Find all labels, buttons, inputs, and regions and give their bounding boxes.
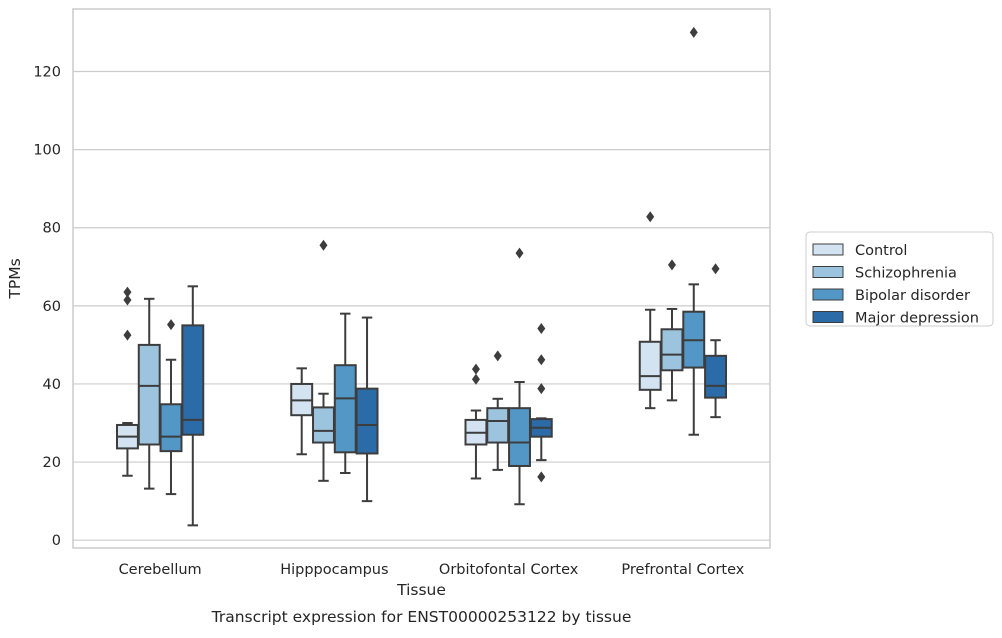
box-major-depression-0 bbox=[181, 285, 205, 527]
y-tick-label-60: 60 bbox=[43, 299, 61, 315]
outlier-point bbox=[537, 383, 546, 395]
outlier-point bbox=[689, 26, 698, 38]
box-major-depression-1 bbox=[355, 316, 379, 503]
outlier-point bbox=[167, 319, 176, 331]
box-iqr bbox=[312, 406, 335, 444]
series-major-depression bbox=[181, 263, 728, 527]
box-bipolar-disorder-0 bbox=[159, 319, 183, 496]
outlier-point bbox=[471, 363, 480, 375]
x-tick-label-cerebellum: Cerebellum bbox=[119, 562, 202, 578]
box-series bbox=[115, 26, 728, 527]
legend-label: Control bbox=[855, 243, 907, 259]
box-schizophrenia-0 bbox=[137, 297, 161, 490]
legend-item-schizophrenia: Schizophrenia bbox=[812, 266, 957, 282]
y-tick-label-120: 120 bbox=[33, 64, 61, 80]
box-schizophrenia-2 bbox=[486, 350, 510, 471]
legend-swatch bbox=[812, 243, 844, 256]
series-bipolar-disorder bbox=[159, 26, 706, 506]
legend-label: Major depression bbox=[855, 311, 979, 327]
outlier-point bbox=[493, 350, 502, 362]
outlier-point bbox=[646, 211, 655, 223]
legend: Control Schizophrenia Bipolar disorder Majo… bbox=[805, 231, 994, 327]
box-control-3 bbox=[638, 211, 662, 410]
box-iqr bbox=[137, 343, 161, 446]
legend-item-bipolar-disorder: Bipolar disorder bbox=[812, 288, 970, 304]
box-schizophrenia-1 bbox=[312, 239, 335, 482]
box-iqr bbox=[486, 407, 510, 444]
grid-lines bbox=[73, 70, 770, 541]
box-bipolar-disorder-1 bbox=[333, 312, 357, 475]
y-tick-label-20: 20 bbox=[43, 455, 61, 471]
legend-swatch bbox=[812, 266, 844, 278]
box-iqr bbox=[355, 387, 379, 455]
legend-label: Bipolar disorder bbox=[855, 288, 970, 304]
outlier-point bbox=[123, 294, 132, 306]
x-tick-label-prefrontal-cortex: Prefrontal Cortex bbox=[621, 562, 744, 578]
outlier-point bbox=[537, 471, 546, 483]
outlier-point bbox=[537, 322, 546, 334]
series-schizophrenia bbox=[137, 239, 684, 490]
box-iqr bbox=[159, 403, 183, 453]
y-axis-label: TPMs bbox=[6, 258, 24, 299]
outlier-point bbox=[667, 259, 676, 271]
legend-item-control: Control bbox=[812, 243, 907, 259]
box-bipolar-disorder-3 bbox=[682, 26, 706, 436]
series-control bbox=[115, 211, 662, 480]
box-control-0 bbox=[115, 286, 139, 477]
outlier-point bbox=[515, 247, 524, 259]
plot-area-frame bbox=[72, 8, 771, 549]
box-iqr bbox=[181, 324, 205, 436]
legend-item-major-depression: Major depression bbox=[812, 311, 979, 327]
box-iqr bbox=[660, 328, 684, 372]
y-tick-label-100: 100 bbox=[33, 143, 61, 159]
outlier-point bbox=[471, 373, 480, 385]
box-bipolar-disorder-2 bbox=[508, 247, 531, 506]
legend-label: Schizophrenia bbox=[855, 266, 957, 282]
box-iqr bbox=[333, 364, 357, 454]
x-axis-label: Tissue bbox=[396, 581, 446, 599]
outlier-point bbox=[123, 286, 132, 298]
y-axis-ticks: 0 20 40 60 80 100 120 bbox=[33, 64, 61, 549]
legend-swatch bbox=[812, 288, 844, 301]
box-iqr bbox=[508, 407, 531, 467]
box-iqr bbox=[638, 340, 662, 391]
legend-frame bbox=[805, 231, 994, 327]
outlier-point bbox=[711, 263, 720, 275]
y-tick-label-40: 40 bbox=[43, 377, 61, 393]
x-tick-label-hipppocampus: Hipppocampus bbox=[280, 562, 388, 578]
x-axis-ticks: Cerebellum Hipppocampus Orbitofontal Corte… bbox=[119, 562, 745, 578]
box-schizophrenia-3 bbox=[660, 259, 684, 402]
outlier-point bbox=[537, 354, 546, 366]
chart-caption: Transcript expression for ENST0000025312… bbox=[211, 608, 632, 626]
box-major-depression-3 bbox=[704, 263, 728, 419]
y-tick-label-80: 80 bbox=[43, 221, 61, 237]
y-tick-label-0: 0 bbox=[52, 533, 61, 549]
box-iqr bbox=[704, 354, 728, 399]
x-tick-label-orbitofontal-cortex: Orbitofontal Cortex bbox=[439, 562, 579, 578]
box-major-depression-2 bbox=[529, 322, 553, 483]
box-control-1 bbox=[290, 367, 314, 456]
box-control-2 bbox=[464, 363, 488, 480]
legend-swatch bbox=[812, 311, 844, 323]
outlier-point bbox=[123, 329, 132, 341]
outlier-point bbox=[319, 239, 328, 251]
